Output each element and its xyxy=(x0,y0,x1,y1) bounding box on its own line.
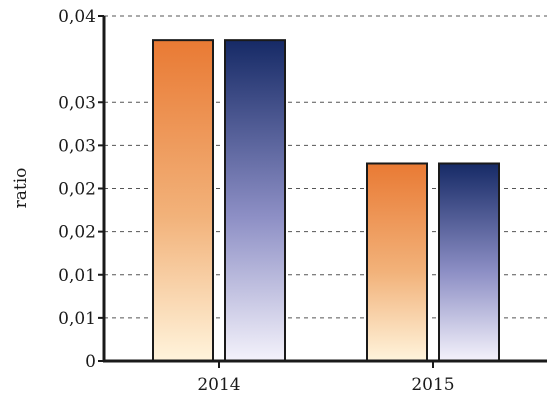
bar-series1-2015 xyxy=(366,162,428,362)
y-axis-label: ratio xyxy=(11,168,31,209)
y-tick-label-0: 0 xyxy=(85,352,96,372)
x-tick-labels: 2014 2015 xyxy=(197,375,454,395)
y-tick-label-3: 0,02 xyxy=(58,223,96,243)
y-tick-label-5: 0,03 xyxy=(58,136,96,156)
bar-series2-2014 xyxy=(224,39,286,363)
bars xyxy=(152,39,500,363)
y-tick-labels: 0 0,01 0,01 0,02 0,02 0,03 0,03 0,04 xyxy=(58,7,96,372)
y-tick-label-2: 0,01 xyxy=(58,266,96,286)
axes xyxy=(98,15,547,368)
y-tick-label-6: 0,03 xyxy=(58,93,96,113)
bar-series1-2014 xyxy=(152,39,214,363)
bar-series2-2015 xyxy=(438,162,500,362)
y-tick-label-7: 0,04 xyxy=(58,7,96,27)
y-tick-label-1: 0,01 xyxy=(58,309,96,329)
x-tick-label-0: 2014 xyxy=(197,375,240,395)
x-tick-label-1: 2015 xyxy=(411,375,454,395)
y-tick-label-4: 0,02 xyxy=(58,180,96,200)
